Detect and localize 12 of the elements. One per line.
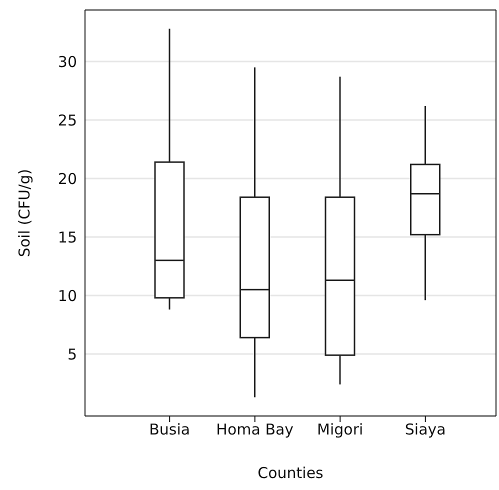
x-axis-title: Counties bbox=[258, 464, 324, 482]
x-tick-label: Homa Bay bbox=[216, 420, 294, 439]
y-tick-label: 15 bbox=[58, 228, 77, 246]
y-tick-label: 20 bbox=[58, 170, 77, 188]
y-tick-label: 5 bbox=[67, 345, 77, 364]
x-tick-label: Migori bbox=[317, 420, 364, 439]
y-tick-label: 25 bbox=[58, 111, 77, 130]
x-tick-label: Busia bbox=[149, 420, 190, 439]
y-axis-title: Soil (CFU/g) bbox=[15, 168, 34, 258]
y-tick-label: 10 bbox=[58, 286, 77, 305]
x-tick-label: Siaya bbox=[404, 420, 446, 439]
y-tick-label: 30 bbox=[58, 52, 77, 71]
